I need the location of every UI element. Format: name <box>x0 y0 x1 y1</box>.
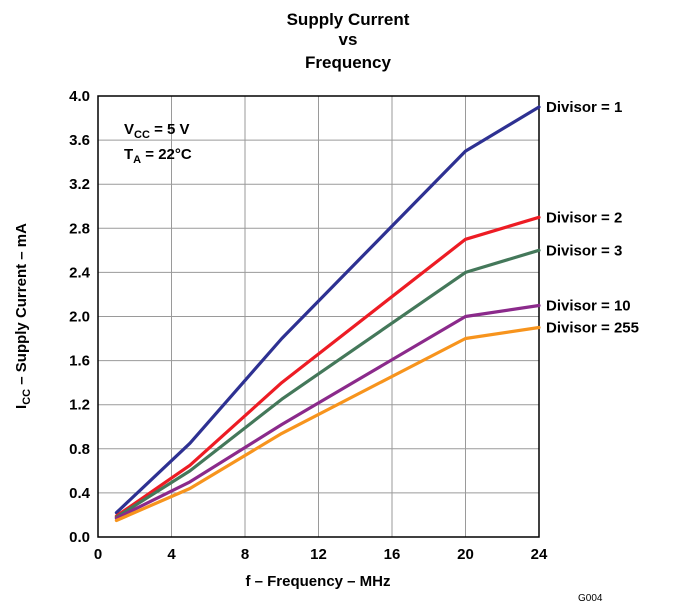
series-line-4 <box>114 303 541 520</box>
y-tick-label: 2.0 <box>69 309 90 326</box>
annotation-ta-sub: A <box>133 154 141 166</box>
annotation-ta-rest: = 22°C <box>141 146 192 163</box>
y-axis-label: ICC – Supply Current – mA <box>13 223 33 409</box>
y-tick-labels: 0.0 0.4 0.8 1.2 1.6 2.0 2.4 2.8 3.2 3.6 4.0 <box>69 88 91 546</box>
y-tick-label: 0.8 <box>69 441 90 458</box>
annotation-vcc: VCC = 5 V <box>124 121 190 141</box>
annotation-vcc-rest: = 5 V <box>150 121 190 138</box>
x-tick-label: 8 <box>241 546 249 563</box>
annotation-ta-main: T <box>124 146 133 163</box>
chart-title-line-2: vs <box>339 30 358 49</box>
plot-frame <box>97 95 540 538</box>
chart-title-line-1: Supply Current <box>287 10 410 29</box>
x-tick-label: 12 <box>310 546 327 563</box>
series-line-3 <box>114 248 541 519</box>
y-tick-label: 0.0 <box>69 529 90 546</box>
series-label-2: Divisor = 2 <box>546 209 622 226</box>
y-tick-label: 1.6 <box>69 353 90 370</box>
y-tick-label: 2.4 <box>69 264 91 281</box>
x-tick-label: 16 <box>384 546 401 563</box>
x-tick-label: 24 <box>531 546 548 563</box>
series-labels: Divisor = 1 Divisor = 2 Divisor = 3 Divisor… <box>546 99 639 337</box>
series-label-3: Divisor = 3 <box>546 242 622 259</box>
x-tick-labels: 0 4 8 12 16 20 24 <box>94 546 548 563</box>
annotation-ta: TA = 22°C <box>124 146 192 166</box>
y-tick-label: 1.2 <box>69 397 90 414</box>
annotation-vcc-sub: CC <box>134 129 150 141</box>
chart-title-line-3: Frequency <box>305 53 392 72</box>
y-tick-label: 3.2 <box>69 176 90 193</box>
chart-title: Supply Current vs Frequency <box>287 10 410 72</box>
y-tick-label: 3.6 <box>69 132 90 149</box>
figure-id: G004 <box>578 593 603 604</box>
series-label-4: Divisor = 10 <box>546 297 631 314</box>
y-tick-label: 4.0 <box>69 88 90 105</box>
x-axis-label: f – Frequency – MHz <box>245 573 390 590</box>
y-axis-label-sub: CC <box>21 389 33 405</box>
series-label-5: Divisor = 255 <box>546 320 639 337</box>
annotation-vcc-main: V <box>124 121 134 138</box>
y-tick-label: 2.8 <box>69 220 90 237</box>
series-label-1: Divisor = 1 <box>546 99 622 116</box>
series-line-1 <box>114 105 541 515</box>
y-axis-label-rest: – Supply Current – mA <box>13 223 30 389</box>
x-tick-label: 20 <box>457 546 474 563</box>
x-tick-label: 0 <box>94 546 102 563</box>
y-axis-label-main: I <box>13 405 30 409</box>
series-line-2 <box>114 215 541 518</box>
series-lines <box>114 105 541 523</box>
series-line-5 <box>114 325 541 523</box>
y-tick-label: 0.4 <box>69 485 91 502</box>
x-tick-label: 4 <box>167 546 176 563</box>
